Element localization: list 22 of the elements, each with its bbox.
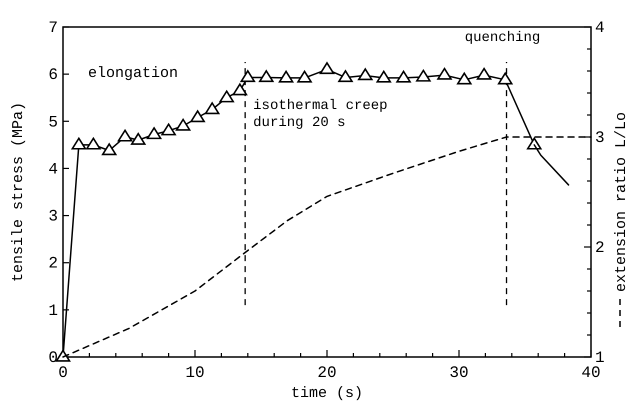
y2-axis-title: extension ratio L/Lo [613, 112, 630, 292]
x-axis-title: time (s) [290, 385, 364, 402]
y-tick-label: 0 [48, 349, 58, 367]
x-tick-label: 40 [581, 364, 601, 382]
annotation: elongation [88, 65, 178, 82]
ref-line-label: isothermal creep during 20 s [253, 98, 388, 131]
x-tick-label: 10 [185, 364, 205, 382]
y-tick-label: 7 [48, 19, 58, 37]
x-tick-label: 30 [449, 364, 469, 382]
y-axis-title: tensile stress (MPa) [10, 102, 27, 282]
y2-tick-label: 2 [595, 239, 605, 257]
y-tick-label: 2 [48, 254, 58, 273]
y-tick-label: 3 [48, 208, 58, 226]
y2-tick-label: 1 [595, 349, 605, 367]
x-tick-label: 20 [317, 364, 337, 382]
y2-tick-label: 4 [595, 19, 605, 37]
y-tick-label: 5 [48, 113, 58, 132]
y-tick-label: 6 [48, 66, 58, 84]
y-tick-label: 1 [48, 302, 58, 320]
ref-line-label: quenching [464, 30, 540, 46]
y2-tick-label: 3 [595, 129, 605, 147]
y-tick-label: 4 [48, 160, 58, 178]
